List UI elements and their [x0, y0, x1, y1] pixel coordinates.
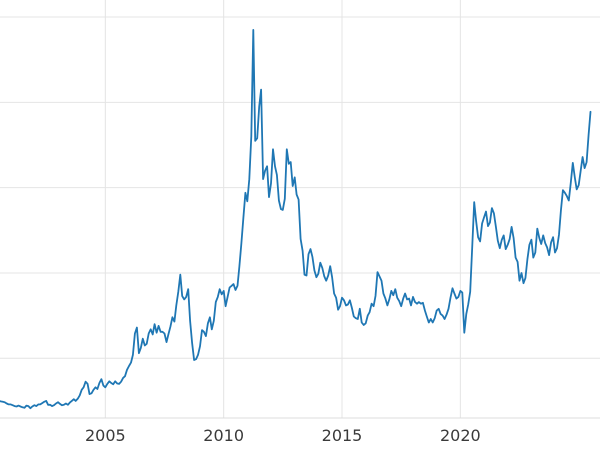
- gridlines: [0, 0, 600, 418]
- x-tick-label: 2020: [439, 426, 481, 445]
- x-tick-label: 2010: [203, 426, 245, 445]
- x-tick-label: 2005: [84, 426, 126, 445]
- price-series-line: [0, 29, 592, 410]
- x-tick-label: 2015: [321, 426, 363, 445]
